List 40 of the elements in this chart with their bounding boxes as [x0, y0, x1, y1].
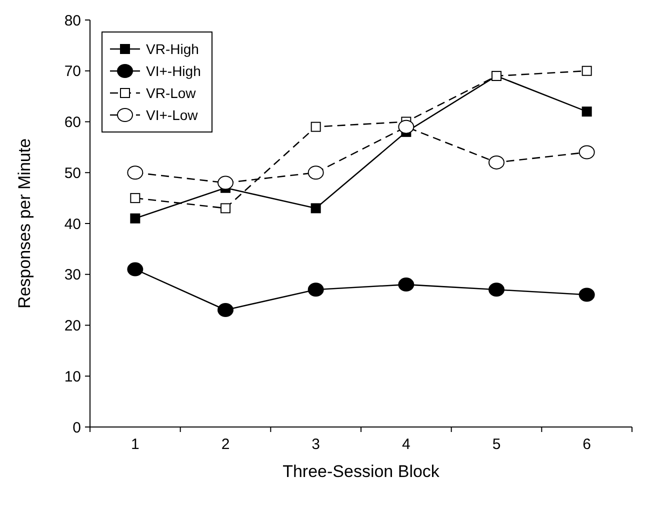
legend-label: VR-Low	[146, 84, 197, 101]
point	[308, 282, 324, 297]
point	[218, 302, 234, 317]
y-tick-label: 20	[64, 318, 81, 334]
x-tick-label: 2	[221, 436, 230, 453]
x-tick-label: 5	[492, 436, 501, 453]
legend-label: VR-High	[146, 40, 199, 57]
legend-label: VI+-High	[146, 62, 201, 79]
point	[398, 120, 414, 134]
point	[130, 193, 140, 204]
legend-label: VI+-Low	[146, 106, 199, 123]
point	[582, 106, 592, 117]
point	[127, 262, 144, 276]
y-tick-label: 40	[64, 216, 81, 233]
point	[488, 155, 504, 170]
x-tick-label: 4	[402, 436, 410, 453]
x-axis-title: Three-Session Block	[282, 462, 440, 481]
y-tick-label: 50	[64, 164, 81, 182]
y-axis-title: Responses per Minute	[15, 138, 34, 309]
point	[310, 203, 321, 214]
y-tick-label: 0	[72, 419, 81, 436]
x-tick-label: 6	[582, 436, 592, 453]
point	[578, 145, 595, 160]
y-tick-label: 10	[64, 368, 81, 386]
point	[130, 213, 140, 224]
y-tick-label: 60	[64, 114, 81, 131]
point	[127, 166, 144, 180]
x-tick-label: 1	[130, 436, 140, 453]
y-tick-label: 30	[64, 266, 81, 284]
point	[582, 66, 592, 76]
point	[308, 166, 324, 180]
point	[488, 282, 504, 297]
y-tick-label: 80	[64, 12, 81, 30]
x-tick-label: 3	[312, 436, 320, 453]
point	[218, 176, 234, 190]
point	[220, 203, 230, 214]
y-tick-label: 70	[64, 63, 81, 80]
point	[578, 288, 595, 302]
point	[398, 278, 414, 292]
point	[310, 122, 321, 132]
